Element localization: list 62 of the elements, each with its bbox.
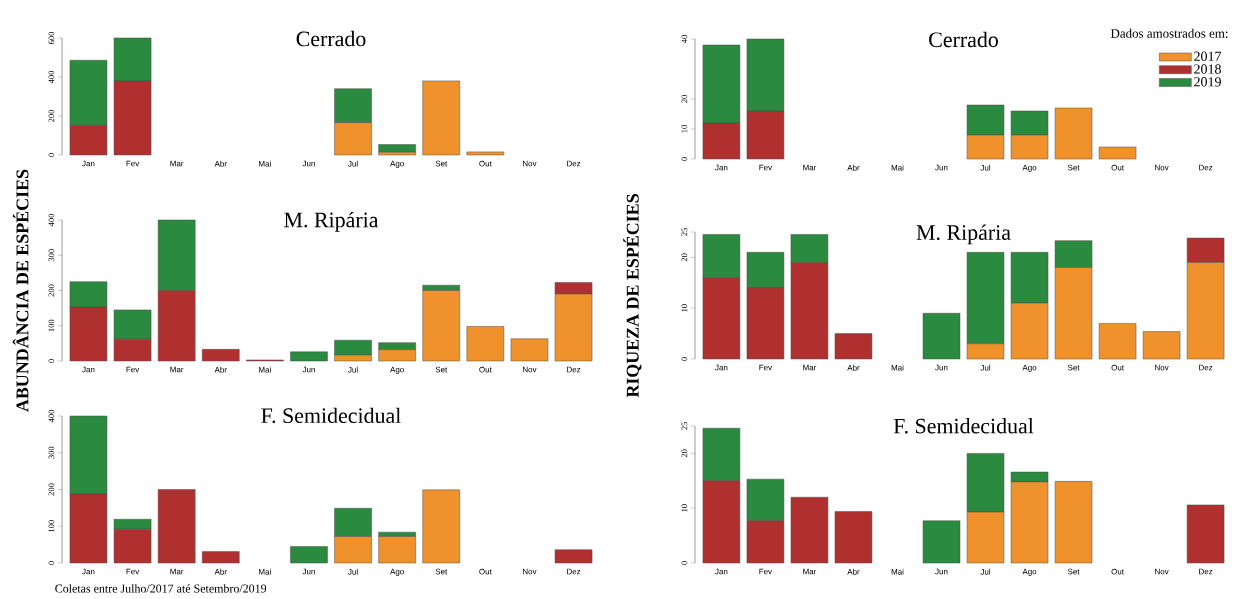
bar: [201, 349, 240, 362]
bar: [1142, 331, 1181, 360]
bar: [1054, 107, 1093, 160]
y-tick-label: 100: [48, 319, 55, 332]
y-tick-label: 400: [48, 70, 55, 84]
bar: [378, 144, 416, 153]
chart-title: Cerrado: [929, 31, 998, 48]
chart-title: F. Semidecidual: [893, 418, 1034, 434]
y-tick-label: 300: [48, 446, 55, 459]
bar: [834, 511, 873, 564]
y-tick-label: 400: [48, 213, 55, 227]
y-tick-label: 25: [681, 422, 688, 430]
y-tick-label: 0: [48, 153, 55, 157]
y-tick-label: 400: [48, 409, 55, 423]
y-axis-title: ABUNDÂNCIA DE ESPÉCIES: [12, 169, 29, 412]
bar: [922, 313, 961, 360]
y-axis-title: RIQUEZA DE ESPÉCIES: [623, 194, 642, 398]
y-tick-label: 0: [48, 561, 55, 565]
y-tick-label: 40: [681, 35, 688, 44]
chart-title: F. Semidecidual: [261, 407, 401, 424]
y-tick-label: 600: [48, 31, 55, 44]
bar: [290, 351, 328, 362]
bar: [1098, 146, 1137, 160]
y-tick-label: 0: [681, 357, 688, 361]
y-tick-label: 0: [681, 157, 688, 161]
y-tick-label: 100: [48, 520, 55, 532]
bar: [834, 333, 873, 360]
y-tick-label: 0: [48, 359, 55, 363]
y-tick-label: 20: [681, 95, 688, 103]
y-tick-label: 300: [48, 249, 55, 262]
chart-title: M. Ripária: [284, 211, 379, 232]
bar: [1186, 504, 1225, 564]
text: Coletas entre Julho/2017 até Setembro/2019: [55, 584, 267, 593]
bar: [1054, 481, 1093, 564]
legend-label: 2018: [1194, 64, 1221, 74]
y-tick-label: 10: [681, 304, 688, 312]
chart-title: M. Ripária: [916, 224, 1011, 245]
y-tick-label: 200: [48, 284, 55, 297]
legend-label: 2017: [1194, 51, 1222, 61]
y-tick-label: 200: [48, 109, 55, 122]
bar: [790, 496, 829, 564]
y-tick-label: 200: [48, 483, 55, 496]
bar: [466, 326, 505, 362]
bar: [201, 551, 240, 564]
bar: [554, 549, 593, 564]
y-tick-label: 10: [681, 504, 688, 512]
y-tick-label: 0: [681, 561, 688, 565]
bar: [157, 489, 196, 564]
bar: [466, 151, 505, 156]
bar: [922, 520, 961, 564]
legend-title: Dados amostrados em:: [1110, 28, 1228, 38]
y-tick-label: 20: [681, 253, 688, 262]
chart-title: Cerrado: [296, 30, 366, 47]
bar: [422, 80, 461, 156]
bar: [510, 338, 549, 362]
y-tick-label: 25: [681, 228, 688, 236]
bar: [290, 546, 328, 564]
legend-label: 2019: [1194, 77, 1221, 87]
bar: [1098, 323, 1137, 360]
bar: [422, 489, 461, 564]
y-tick-label: 20: [681, 449, 688, 458]
y-tick-label: 10: [681, 125, 688, 133]
